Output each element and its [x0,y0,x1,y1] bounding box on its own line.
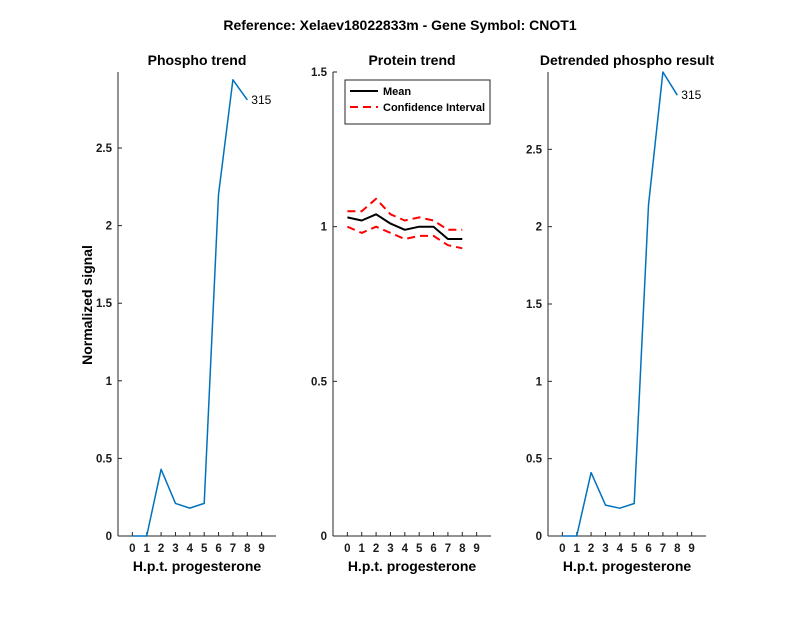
x-tick-label: 2 [373,543,379,555]
x-tick-label: 4 [617,543,624,555]
y-tick-label: 1.5 [526,299,543,311]
series-line-1 [562,71,678,537]
x-axis-label: H.p.t. progesterone [563,558,692,574]
series-line-2 [347,197,463,231]
y-tick-label: 1.5 [311,67,328,79]
x-tick-label: 1 [359,543,366,555]
x-tick-label: 7 [445,543,451,555]
x-tick-label: 6 [645,543,651,555]
x-tick-label: 7 [230,543,236,555]
x-tick-label: 9 [473,543,479,555]
chart-title: Phospho trend [148,52,247,68]
x-tick-label: 7 [660,543,666,555]
x-tick-label: 4 [402,543,409,555]
legend-box [344,79,491,125]
x-tick-label: 0 [344,543,350,555]
x-tick-label: 8 [244,543,251,555]
x-tick-label: 3 [602,543,608,555]
y-tick-label: 2 [536,222,542,234]
y-tick-label: 2.5 [526,144,543,156]
series-line-1 [132,79,248,537]
y-tick-label: 1 [106,376,113,388]
y-tick-label: 0.5 [96,453,113,465]
series-end-label: 315 [681,88,701,102]
x-tick-label: 3 [172,543,178,555]
y-tick-label: 2 [106,221,112,233]
y-tick-label: 0 [321,531,327,543]
legend-label: Confidence Interval [383,102,485,114]
x-tick-label: 5 [631,543,638,555]
y-tick-label: 0 [536,531,542,543]
series-end-label: 315 [251,93,271,107]
x-axis-label: H.p.t. progesterone [133,558,262,574]
y-tick-label: 0.5 [311,376,328,388]
x-tick-label: 6 [215,543,221,555]
x-tick-label: 0 [559,543,565,555]
x-tick-label: 4 [187,543,194,555]
chart-title: Protein trend [368,52,455,68]
x-tick-label: 9 [258,543,264,555]
x-tick-label: 0 [129,543,135,555]
series-line-3 [347,225,463,250]
y-tick-label: 0.5 [526,454,543,466]
y-tick-label: 0 [106,531,112,543]
x-tick-label: 9 [688,543,694,555]
y-tick-label: 1 [321,222,328,234]
y-tick-label: 2.5 [96,143,113,155]
chart-title: Detrended phospho result [540,52,715,68]
y-axis-label: Normalized signal [79,245,95,365]
y-tick-label: 1.5 [96,298,113,310]
x-tick-label: 2 [158,543,164,555]
x-tick-label: 8 [674,543,681,555]
x-tick-label: 1 [574,543,581,555]
series-line-1 [347,213,463,240]
x-tick-label: 1 [144,543,151,555]
y-tick-label: 1 [536,376,543,388]
x-tick-label: 3 [387,543,393,555]
x-tick-label: 2 [588,543,594,555]
x-tick-label: 5 [416,543,423,555]
x-axis-label: H.p.t. progesterone [348,558,477,574]
x-tick-label: 5 [201,543,208,555]
figure-title: Reference: Xelaev18022833m - Gene Symbol… [223,17,576,33]
legend-label: Mean [383,86,411,98]
x-tick-label: 6 [430,543,436,555]
x-tick-label: 8 [459,543,466,555]
